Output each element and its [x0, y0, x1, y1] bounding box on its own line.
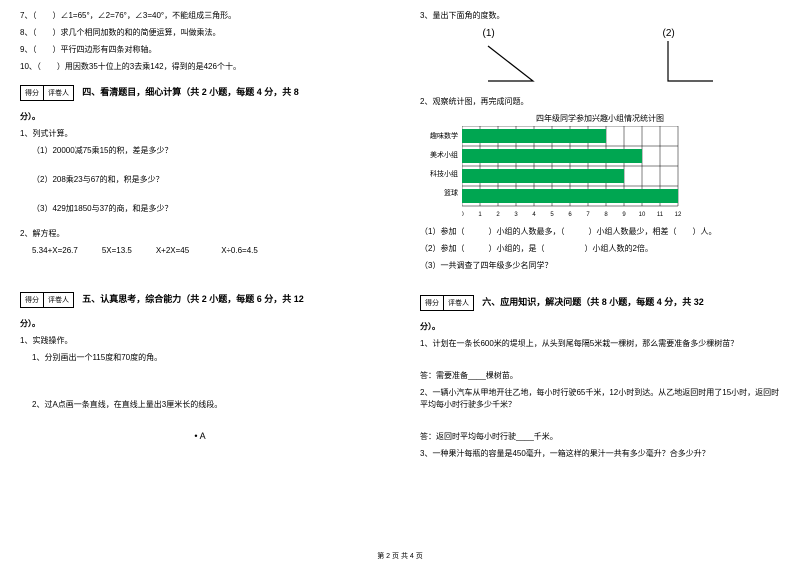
point-a: • A: [20, 431, 380, 441]
score-cell: 得分: [421, 296, 444, 310]
svg-text:12: 12: [675, 212, 682, 218]
q10: 10、（ ）用因数35十位上的3去乘142，得到的是426个十。: [20, 61, 380, 73]
grader-cell: 评卷人: [44, 86, 73, 100]
svg-text:10: 10: [639, 212, 646, 218]
s5q1a: 1、分别画出一个115度和70度的角。: [32, 352, 380, 363]
angle-2-label: (2): [663, 28, 718, 39]
s6q2: 2、一辆小汽车从甲地开往乙地，每小时行驶65千米，12小时到达。从乙地返回时用了…: [420, 387, 780, 411]
page-footer: 第 2 页 共 4 页: [0, 551, 800, 561]
angle-2-svg: [663, 41, 718, 86]
chart-category: 趣味数学: [430, 130, 458, 149]
right-column: 3、量出下面角的度数。 (1) (2) 2、观察统计图，再完成问题。 四年级同学…: [400, 0, 800, 565]
fen-4: 分）。: [20, 111, 380, 123]
svg-text:6: 6: [568, 212, 572, 218]
angle-1-label: (1): [483, 28, 538, 39]
angle-1: (1): [483, 28, 538, 86]
s4q1: 1、列式计算。: [20, 128, 380, 140]
s5q1b: 2、过A点画一条直线，在直线上量出3厘米长的线段。: [32, 399, 380, 410]
score-box-5: 得分 评卷人: [20, 292, 74, 308]
section-5-title: 五、认真思考，综合能力（共 2 小题，每题 6 分，共 12: [82, 294, 304, 304]
svg-text:3: 3: [514, 212, 518, 218]
angle-row: (1) (2): [420, 28, 780, 86]
svg-text:9: 9: [622, 212, 626, 218]
s4q1b: （2）208乘23与67的和，积是多少？: [32, 174, 380, 185]
q9: 9、（ ）平行四边形有四条对称轴。: [20, 44, 380, 56]
score-box-4: 得分 评卷人: [20, 85, 74, 101]
svg-text:11: 11: [657, 212, 664, 218]
fen-5: 分）。: [20, 318, 380, 330]
r2q1: （1）参加（ ）小组的人数最多，（ ）小组人数最少，相差（ ）人。: [420, 226, 780, 238]
s6a1: 答：需要准备____棵树苗。: [420, 370, 780, 382]
fen-6: 分）。: [420, 321, 780, 333]
chart-category: 篮球: [430, 187, 458, 206]
s4q1c: （3）429加1850与37的商，和是多少？: [32, 203, 380, 214]
chart-category-labels: 趣味数学美术小组科技小组篮球: [430, 126, 462, 206]
grader-cell: 评卷人: [44, 293, 73, 307]
chart-category: 科技小组: [430, 168, 458, 187]
r2q3: （3）一共调查了四年级多少名同学？: [420, 260, 780, 272]
svg-text:7: 7: [586, 212, 590, 218]
s6a2: 答：返回时平均每小时行驶____千米。: [420, 431, 780, 443]
svg-text:8: 8: [604, 212, 608, 218]
r3: 3、量出下面角的度数。: [420, 10, 780, 22]
left-column: 7、（ ）∠1=65°，∠2=76°，∠3=40°，不能组成三角形。 8、（ ）…: [0, 0, 400, 565]
svg-text:4: 4: [532, 212, 536, 218]
angle-1-svg: [483, 41, 538, 86]
r2q2: （2）参加（ ）小组的，是（ ）小组人数的2倍。: [420, 243, 780, 255]
svg-text:2: 2: [496, 212, 500, 218]
s5q1: 1、实践操作。: [20, 335, 380, 347]
s4q1a: （1）20000减75乘15的积，差是多少？: [32, 145, 380, 156]
bar-chart: 趣味数学美术小组科技小组篮球 0123456789101112: [430, 126, 780, 220]
svg-text:5: 5: [550, 212, 554, 218]
chart-svg: 0123456789101112: [462, 126, 702, 220]
section-4-title: 四、看清题目，细心计算（共 2 小题，每题 4 分，共 8: [82, 87, 299, 97]
grader-cell: 评卷人: [444, 296, 473, 310]
score-cell: 得分: [21, 293, 44, 307]
s4q2a: 5.34+X=26.7 5X=13.5 X+2X=45 X÷0.6=4.5: [32, 245, 380, 256]
score-cell: 得分: [21, 86, 44, 100]
s4q2: 2、解方程。: [20, 228, 380, 240]
q8: 8、（ ）求几个相同加数的和的简便运算，叫做乘法。: [20, 27, 380, 39]
svg-text:1: 1: [478, 212, 482, 218]
chart-category: 美术小组: [430, 149, 458, 168]
section-6-title: 六、应用知识，解决问题（共 8 小题，每题 4 分，共 32: [482, 297, 704, 307]
chart-title: 四年级同学参加兴趣小组情况统计图: [420, 113, 780, 124]
s6q3: 3、一种果汁每瓶的容量是450毫升，一箱这样的果汁一共有多少毫升？合多少升？: [420, 448, 780, 460]
r2: 2、观察统计图，再完成问题。: [420, 96, 780, 108]
svg-text:0: 0: [462, 212, 464, 218]
score-box-6: 得分 评卷人: [420, 295, 474, 311]
s6q1: 1、计划在一条长600米的堤坝上，从头到尾每隔5米栽一棵树，那么需要准备多少棵树…: [420, 338, 780, 350]
q7: 7、（ ）∠1=65°，∠2=76°，∠3=40°，不能组成三角形。: [20, 10, 380, 22]
angle-2: (2): [663, 28, 718, 86]
